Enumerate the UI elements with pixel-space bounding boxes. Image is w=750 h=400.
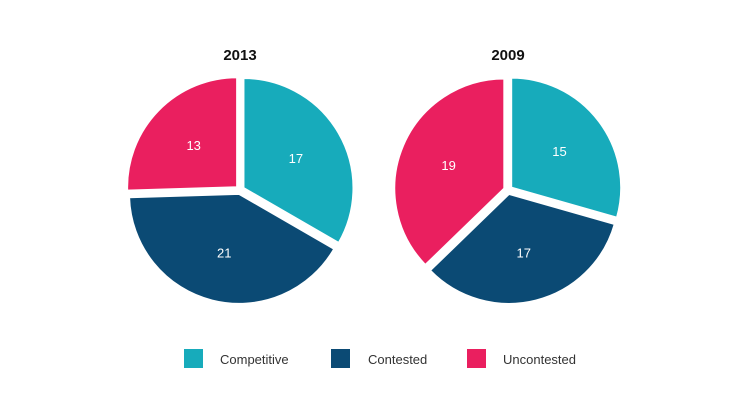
legend-label-competitive: Competitive xyxy=(220,352,289,367)
legend-swatch-uncontested xyxy=(467,349,486,368)
legend-item-contested: Contested xyxy=(331,349,427,368)
legend-item-uncontested: Uncontested xyxy=(467,349,576,368)
pie-slice-2013-competitive xyxy=(242,76,355,245)
pie-chart-2013: 2013 17 21 13 xyxy=(126,47,355,305)
pie-slice-2009-uncontested xyxy=(393,77,506,267)
legend-label-contested: Contested xyxy=(368,352,427,367)
slice-value-label-2009-contested: 17 xyxy=(516,246,530,261)
pie-slice-2013-contested xyxy=(128,192,336,305)
pie-slice-2009-contested xyxy=(428,192,617,305)
pie-title-2009: 2009 xyxy=(491,47,524,64)
pie-title-2013: 2013 xyxy=(223,47,256,64)
slice-value-label-2009-competitive: 15 xyxy=(552,144,566,159)
slice-value-label-2013-uncontested: 13 xyxy=(186,138,200,153)
legend-swatch-competitive xyxy=(184,349,203,368)
legend: Competitive Contested Uncontested xyxy=(184,349,576,368)
legend-item-competitive: Competitive xyxy=(184,349,289,368)
legend-label-uncontested: Uncontested xyxy=(503,352,576,367)
legend-swatch-contested xyxy=(331,349,350,368)
pie-slice-2013-uncontested xyxy=(126,76,239,192)
pie-slice-2009-competitive xyxy=(510,76,623,219)
slice-value-label-2013-competitive: 17 xyxy=(289,151,303,166)
slice-value-label-2009-uncontested: 19 xyxy=(441,158,455,173)
pie-chart-2009: 2009 15 17 19 xyxy=(393,47,623,305)
slice-value-label-2013-contested: 21 xyxy=(217,246,231,261)
